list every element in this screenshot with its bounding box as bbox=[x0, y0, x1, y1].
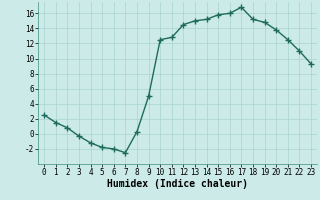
X-axis label: Humidex (Indice chaleur): Humidex (Indice chaleur) bbox=[107, 179, 248, 189]
